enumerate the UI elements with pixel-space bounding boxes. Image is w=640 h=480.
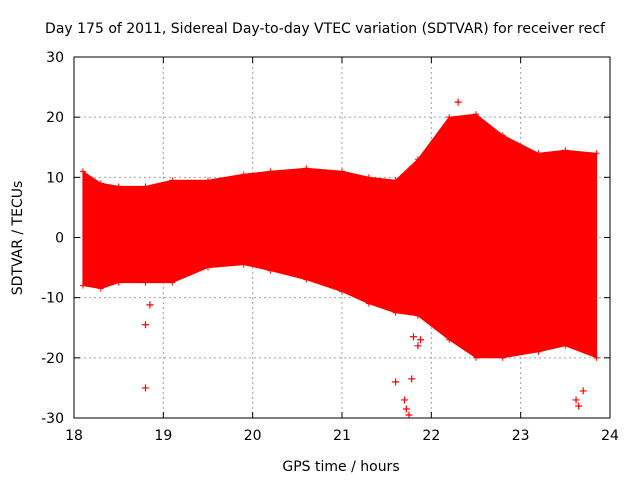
data-band	[82, 113, 598, 359]
data-point-edge	[414, 312, 421, 319]
y-tick-label: -30	[41, 411, 64, 427]
y-tick-label: -20	[41, 351, 64, 367]
data-point-edge	[303, 165, 310, 172]
data-point	[575, 402, 583, 410]
data-point-edge	[593, 354, 600, 361]
data-point-edge	[414, 156, 421, 163]
data-point-edge	[499, 132, 506, 139]
data-point-edge	[392, 177, 399, 184]
data-point-edge	[142, 279, 149, 286]
data-point-edge	[240, 171, 247, 178]
data-point-edge	[97, 180, 104, 187]
x-tick-label: 20	[244, 428, 262, 444]
data-point-edge	[205, 177, 211, 184]
data-point-edge	[267, 267, 274, 274]
data-point	[392, 378, 400, 386]
data-point-edge	[79, 168, 86, 175]
data-point	[499, 218, 507, 226]
data-point	[572, 396, 580, 404]
data-point-edge	[535, 348, 542, 355]
y-tick-label: 10	[46, 170, 64, 186]
x-tick-label: 24	[601, 428, 619, 444]
data-point	[445, 212, 453, 220]
data-point	[408, 375, 416, 383]
data-point-edge	[562, 147, 569, 154]
x-tick-label: 19	[154, 428, 172, 444]
data-point	[579, 387, 587, 395]
data-point	[141, 384, 149, 392]
y-tick-label: 20	[46, 110, 64, 126]
data-point-edge	[97, 285, 104, 292]
data-point-edge	[115, 183, 122, 190]
data-point	[155, 182, 163, 190]
data-point-edge	[446, 114, 453, 121]
y-tick-label: 30	[46, 50, 64, 66]
axes: 18 19 20 21 22 23 24 30 20 10 0 -10 -20 -30	[41, 50, 619, 444]
data-point-edge	[446, 336, 453, 343]
data-point-edge	[535, 150, 542, 157]
data-point	[414, 342, 422, 350]
data-point-edge	[142, 183, 149, 190]
data-point-edge	[392, 309, 399, 316]
data-point	[146, 301, 154, 309]
data-point-edge	[365, 300, 372, 307]
x-axis-label: GPS time / hours	[282, 459, 399, 475]
data-point-edge	[339, 168, 345, 175]
data-point	[405, 411, 413, 419]
data-point-edge	[473, 354, 479, 361]
data-point-edge	[79, 282, 86, 289]
data-point-edge	[303, 276, 310, 283]
data-layer	[79, 98, 600, 419]
data-point-edge	[593, 150, 600, 157]
data-point-edge	[473, 111, 479, 118]
x-tick-label: 21	[333, 428, 351, 444]
data-point	[418, 279, 426, 287]
data-point	[141, 321, 149, 329]
y-axis-label: SDTVAR / TECUs	[10, 181, 26, 296]
data-point	[402, 405, 410, 413]
data-point	[401, 396, 409, 404]
y-tick-label: 0	[55, 231, 64, 247]
x-tick-label: 18	[65, 428, 83, 444]
y-tick-label: -10	[41, 291, 64, 307]
data-point	[454, 98, 462, 106]
data-point-edge	[267, 168, 274, 175]
chart-title: Day 175 of 2011, Sidereal Day-to-day VTE…	[45, 21, 606, 37]
data-point-edge	[169, 279, 176, 286]
data-point-edge	[562, 342, 569, 349]
data-point-edge	[499, 354, 506, 361]
data-point-edge	[169, 177, 176, 184]
data-point-edge	[339, 288, 345, 295]
data-point-edge	[115, 279, 122, 286]
data-point	[409, 333, 417, 341]
x-tick-label: 22	[422, 428, 440, 444]
data-point-edge	[205, 264, 211, 271]
data-point-edge	[365, 174, 372, 181]
data-point-edge	[240, 261, 247, 268]
data-point	[417, 336, 425, 344]
x-tick-label: 23	[512, 428, 530, 444]
